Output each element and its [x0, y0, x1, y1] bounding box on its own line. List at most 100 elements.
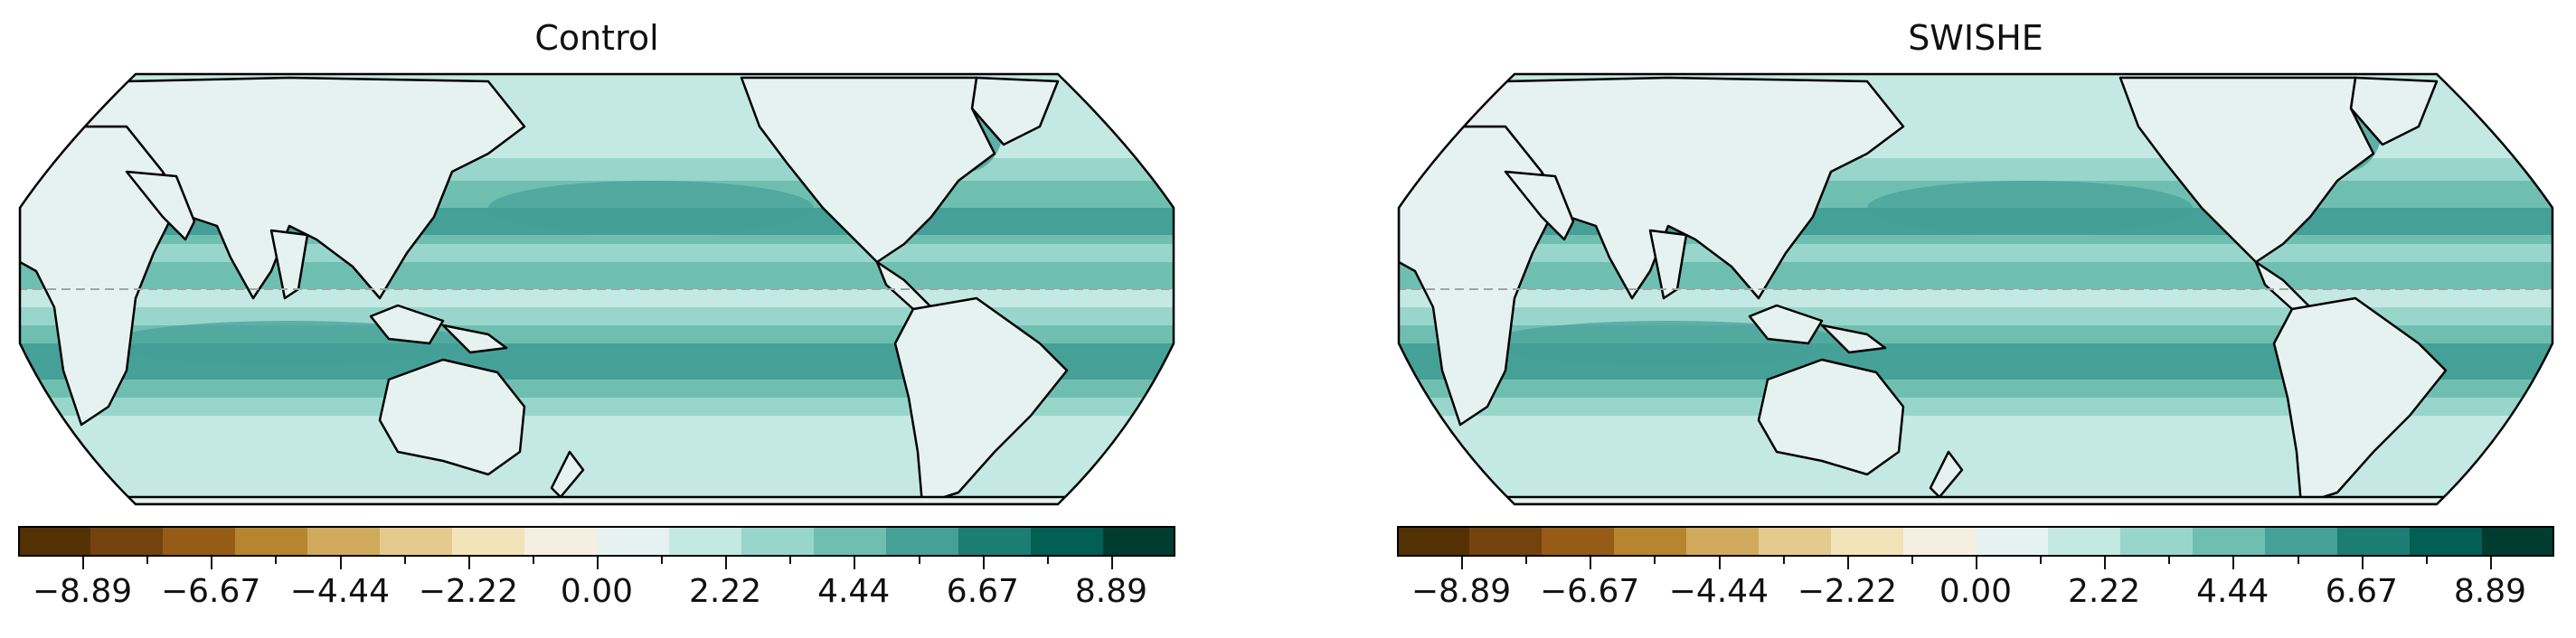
- landmass: [369, 304, 445, 345]
- colorbar-minor-tick: [1911, 557, 1913, 564]
- landmass: [740, 76, 996, 264]
- colorbar-tick-label: −8.89: [32, 573, 133, 610]
- landmass: [893, 296, 1069, 504]
- ocean-band: [20, 262, 1174, 289]
- colorbar-tick-label: −8.89: [1411, 573, 1512, 610]
- colorbar-major-tick: [982, 557, 985, 569]
- landmass: [378, 358, 526, 476]
- colorbar-tick-label: 2.22: [689, 573, 762, 610]
- colorbar-major-tick: [82, 557, 85, 569]
- colorbar-tick-label: 4.44: [2196, 573, 2269, 610]
- colorbar-segment: [1469, 526, 1543, 557]
- colorbar-major-tick: [1461, 557, 1464, 569]
- colorbar-tick-label: 6.67: [946, 573, 1019, 610]
- colorbar-frame: [18, 526, 1175, 557]
- colorbar-segment: [886, 526, 959, 557]
- landmass: [2272, 296, 2448, 504]
- colorbar-segment: [2048, 526, 2121, 557]
- colorbar-segment: [1031, 526, 1104, 557]
- colorbar-major-tick: [467, 557, 470, 569]
- colorbar-segment: [669, 526, 742, 557]
- colorbar-minor-tick: [1782, 557, 1785, 564]
- colorbar-tick-label: 4.44: [817, 573, 891, 610]
- landmass: [52, 76, 526, 300]
- landmass: [1431, 76, 1905, 300]
- colorbar-minor-tick: [2297, 557, 2299, 564]
- panel-title: Control: [534, 18, 659, 58]
- landmass: [125, 170, 196, 241]
- colorbar-segment: [1759, 526, 1832, 557]
- colorbar-tick-label: −4.44: [1668, 573, 1769, 610]
- colorbar-segment: [1103, 526, 1175, 557]
- panel-control: Control −8.89 −6.67 −4.44 −2.22 0.00 2.22 4.44…: [18, 0, 1194, 638]
- colorbar-segment: [2337, 526, 2411, 557]
- colorbar-major-tick: [1976, 557, 1977, 569]
- colorbar-segment: [2120, 526, 2194, 557]
- colorbar-tick-label: 8.89: [1074, 573, 1148, 610]
- colorbar-minor-tick: [532, 557, 534, 564]
- colorbar-segment: [2410, 526, 2483, 557]
- colorbar-segment: [2482, 526, 2554, 557]
- colorbar-segment: [380, 526, 453, 557]
- colorbar-segment: [18, 526, 91, 557]
- colorbar-major-tick: [339, 557, 342, 569]
- colorbar-minor-tick: [2425, 557, 2428, 564]
- colorbar-tick-label: −4.44: [289, 573, 390, 610]
- colorbar-segment: [524, 526, 598, 557]
- colorbar-ticks-swishe: −8.89 −6.67 −4.44 −2.22 0.00 2.22 4.44 6.67 8.89: [1397, 557, 2554, 638]
- colorbar-segment: [235, 526, 308, 557]
- colorbar-minor-tick: [403, 557, 406, 564]
- map-outline: [18, 72, 1175, 506]
- colorbar-control: [18, 526, 1175, 557]
- map-swishe: [1397, 72, 2554, 506]
- colorbar-segment: [1976, 526, 2049, 557]
- landmass: [1820, 324, 1887, 354]
- colorbar-segment: [814, 526, 887, 557]
- colorbar-swishe: [1397, 526, 2554, 557]
- colorbar-segment: [1542, 526, 1615, 557]
- colorbar-major-tick: [2361, 557, 2364, 569]
- colorbar-minor-tick: [1525, 557, 1528, 564]
- colorbar-major-tick: [2104, 557, 2107, 569]
- panel-swishe: SWISHE −8.89 −6.67 −4.44 −2.22 0.00 2.22 4.44 6…: [1397, 0, 2572, 638]
- ocean-band: [1399, 262, 2552, 289]
- colorbar-segment: [2193, 526, 2266, 557]
- landmass: [441, 324, 508, 354]
- panel-title: SWISHE: [1908, 18, 2043, 58]
- ocean-patch: [1867, 181, 2193, 235]
- colorbar-segment: [90, 526, 164, 557]
- colorbar-major-tick: [2489, 557, 2492, 569]
- colorbar-minor-tick: [1046, 557, 1049, 564]
- ocean-patch: [1487, 321, 1849, 366]
- colorbar-minor-tick: [1654, 557, 1656, 564]
- colorbar-segment: [597, 526, 670, 557]
- colorbar-tick-label: 6.67: [2325, 573, 2398, 610]
- colorbar-segment: [452, 526, 525, 557]
- colorbar-segment: [1903, 526, 1977, 557]
- colorbar-segment: [741, 526, 815, 557]
- colorbar-major-tick: [211, 557, 213, 569]
- colorbar-major-tick: [725, 557, 728, 569]
- colorbar-minor-tick: [2168, 557, 2171, 564]
- landmass: [2118, 76, 2375, 264]
- colorbar-minor-tick: [918, 557, 920, 564]
- colorbar-tick-label: 0.00: [560, 573, 634, 610]
- landmass: [1504, 170, 1575, 241]
- colorbar-segment: [2265, 526, 2338, 557]
- colorbar-tick-label: −6.67: [160, 573, 261, 610]
- colorbar-segment: [1397, 526, 1470, 557]
- landmass: [1748, 304, 1824, 345]
- colorbar-tick-label: −6.67: [1539, 573, 1640, 610]
- colorbar-ticks-control: −8.89 −6.67 −4.44 −2.22 0.00 2.22 4.44 6.67 8.89: [18, 557, 1175, 638]
- colorbar-minor-tick: [789, 557, 792, 564]
- colorbar-tick-label: 0.00: [1939, 573, 2013, 610]
- colorbar-minor-tick: [275, 557, 278, 564]
- map-outline: [1397, 72, 2554, 506]
- colorbar-tick-label: 8.89: [2453, 573, 2527, 610]
- colorbar-segment: [1686, 526, 1760, 557]
- colorbar-tick-label: −2.22: [1797, 573, 1898, 610]
- map-control: [18, 72, 1175, 506]
- ocean-patch: [109, 321, 470, 366]
- colorbar-segment: [958, 526, 1032, 557]
- colorbar-major-tick: [854, 557, 856, 569]
